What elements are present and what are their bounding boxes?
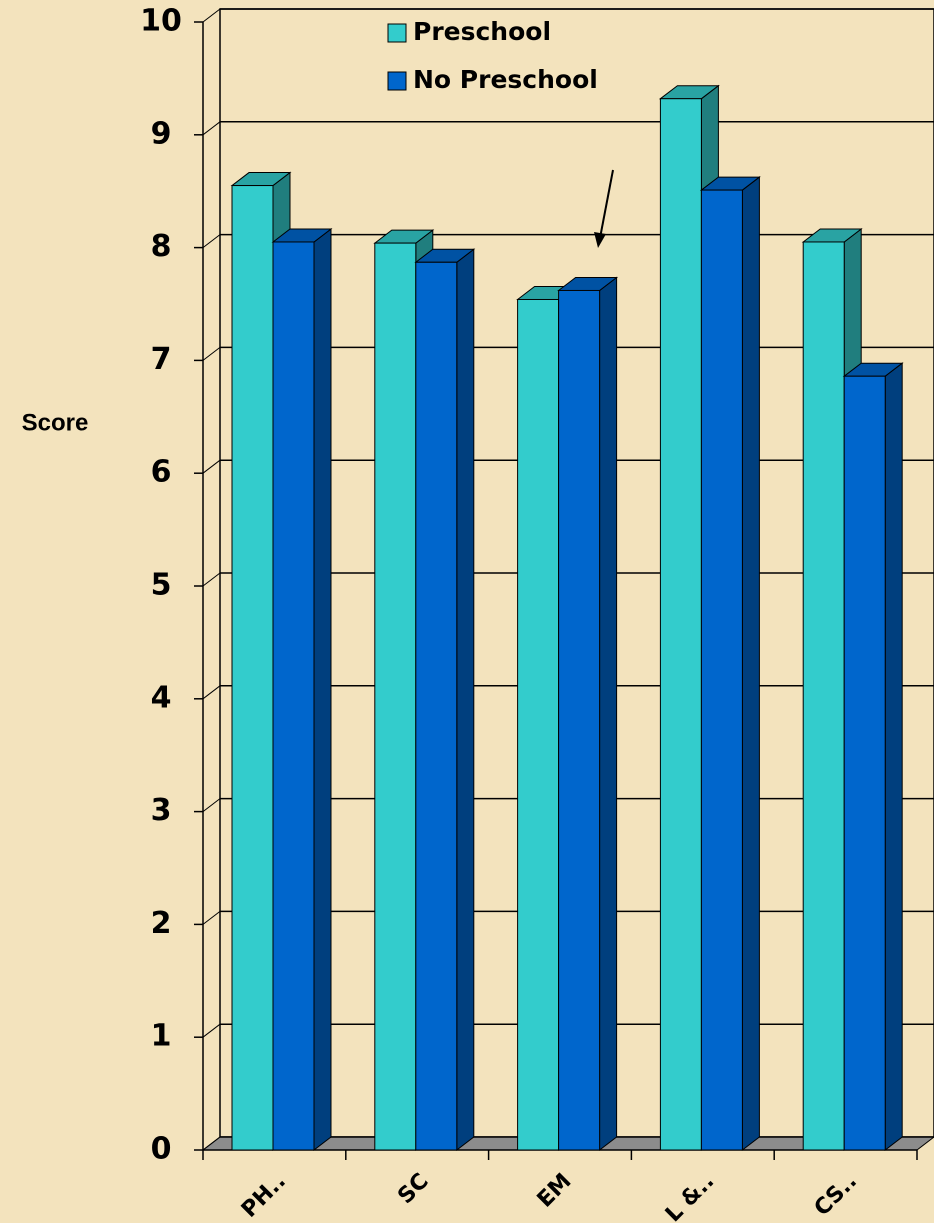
y-tick-label: 7 xyxy=(151,342,172,377)
y-tick-label: 1 xyxy=(151,1019,172,1054)
grid-line-side xyxy=(202,234,221,248)
bar xyxy=(231,185,274,1151)
grid-line-side xyxy=(202,121,221,136)
grid-line-side xyxy=(202,685,221,700)
grid-line-side xyxy=(202,1023,221,1038)
bar xyxy=(374,242,417,1151)
legend-swatch xyxy=(387,71,407,91)
bar xyxy=(558,289,601,1151)
y-tick-label: 8 xyxy=(151,229,172,264)
bar xyxy=(843,375,886,1151)
bar-side xyxy=(884,362,903,1152)
bar xyxy=(517,298,560,1151)
grid-line-side xyxy=(202,1136,221,1151)
y-tick-label: 2 xyxy=(151,906,172,941)
y-tick-label: 9 xyxy=(151,116,172,151)
annotation-arrowhead xyxy=(594,232,606,248)
grid-line-side xyxy=(202,572,221,587)
bar-side xyxy=(599,276,618,1152)
grid-line-side xyxy=(202,8,221,23)
bar-side xyxy=(313,227,332,1152)
grid-line-side xyxy=(202,459,221,474)
grid-line-side xyxy=(202,911,221,925)
grid-line-side xyxy=(202,798,221,812)
annotation-arrow xyxy=(599,169,614,239)
legend-label: No Preschool xyxy=(413,65,598,94)
bar xyxy=(802,241,845,1151)
bar xyxy=(272,241,315,1151)
legend-label: Preschool xyxy=(413,17,551,46)
bar xyxy=(415,261,458,1151)
y-tick-label: 4 xyxy=(151,680,172,715)
y-tick-label: 0 xyxy=(151,1132,172,1167)
bar xyxy=(700,189,743,1151)
y-tick-label: 3 xyxy=(151,793,172,828)
y-tick-label: 5 xyxy=(151,568,172,603)
bar-side xyxy=(741,176,760,1152)
grid-line-side xyxy=(202,347,221,361)
y-tick-label: 6 xyxy=(151,455,172,490)
y-axis-label: Score xyxy=(22,409,89,436)
bar xyxy=(659,98,702,1151)
y-tick-label: 10 xyxy=(140,4,182,39)
legend-swatch xyxy=(387,23,407,43)
bar-side xyxy=(456,248,475,1152)
